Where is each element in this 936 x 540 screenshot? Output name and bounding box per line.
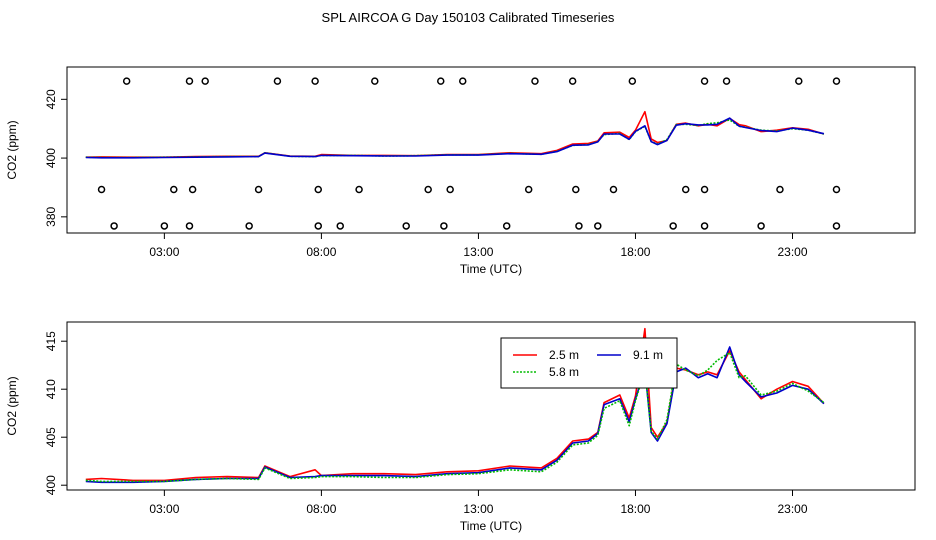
series-line-9-1-m (85, 346, 825, 484)
sample-marker (700, 185, 709, 194)
chart-title: SPL AIRCOA G Day 150103 Calibrated Times… (322, 10, 615, 25)
y-tick-label: 410 (44, 379, 58, 399)
x-tick-label: 18:00 (620, 245, 650, 259)
top-panel: 03:00 08:00 13:00 18:00 23:00 380 400 420 Time (… (5, 66, 916, 276)
legend: 2.5 m 9.1 m 5.8 m (500, 337, 678, 389)
sample-marker (776, 185, 784, 194)
bottom-panel: 03:00 08:00 13:00 18:00 23:00 400 405 410 415 Tim… (5, 321, 916, 533)
x-tick-label: 23:00 (777, 502, 807, 516)
legend-label: 5.8 m (549, 365, 579, 379)
sample-marker (110, 222, 118, 230)
plot-frame (66, 321, 916, 491)
sample-marker (355, 185, 363, 194)
y-tick-label: 400 (44, 475, 58, 495)
y-tick-label: 405 (44, 427, 58, 447)
sample-marker (122, 77, 131, 85)
sample-marker (832, 185, 841, 194)
sample-marker (440, 222, 448, 230)
sample-marker (170, 185, 178, 194)
x-tick-label: 03:00 (149, 245, 179, 259)
sample-marker (832, 77, 841, 85)
sample-marker (832, 222, 841, 230)
sample-marker (575, 222, 583, 230)
sample-marker (245, 222, 253, 230)
x-tick-label: 23:00 (777, 245, 807, 259)
sample-marker (572, 185, 580, 194)
y-tick-label: 415 (44, 331, 58, 351)
sample-marker (273, 77, 282, 85)
sample-marker (314, 222, 323, 230)
sample-marker (628, 77, 637, 85)
sample-marker (700, 77, 709, 85)
y-tick-label: 420 (44, 89, 58, 109)
sample-marker (594, 222, 602, 230)
sample-marker (436, 77, 445, 85)
x-axis-label: Time (UTC) (460, 262, 522, 276)
x-tick-label: 18:00 (620, 502, 650, 516)
sample-marker (160, 222, 169, 230)
sample-marker (609, 185, 618, 194)
sample-marker (458, 77, 467, 85)
sample-marker (201, 77, 209, 85)
x-tick-label: 13:00 (463, 245, 493, 259)
sample-marker (424, 185, 432, 194)
sample-marker (188, 185, 197, 194)
sample-marker (568, 77, 577, 85)
y-axis-label: CO2 (ppm) (5, 120, 19, 179)
sample-marker (336, 222, 344, 230)
series-line-2-5-m (85, 110, 825, 158)
x-axis-label: Time (UTC) (460, 519, 522, 533)
sample-marker (722, 77, 731, 85)
sample-marker (502, 222, 511, 230)
legend-label: 2.5 m (549, 348, 579, 362)
x-tick-label: 08:00 (306, 245, 336, 259)
x-tick-label: 13:00 (463, 502, 493, 516)
sample-marker (524, 185, 533, 194)
series-line-9-1-m (85, 117, 825, 159)
y-tick-label: 400 (44, 148, 58, 168)
sample-marker (185, 222, 194, 230)
y-tick-label: 380 (44, 207, 58, 227)
sample-marker (669, 222, 677, 230)
sample-marker (795, 77, 803, 85)
sample-marker (757, 222, 765, 230)
x-tick-label: 03:00 (149, 502, 179, 516)
sample-marker (185, 77, 194, 85)
sample-marker (254, 185, 263, 194)
plot-frame (66, 66, 916, 234)
sample-marker (314, 185, 323, 194)
legend-box (500, 337, 678, 389)
sample-marker (446, 185, 454, 194)
sample-marker (700, 222, 709, 230)
sample-marker (402, 222, 410, 230)
x-tick-label: 08:00 (306, 502, 336, 516)
series-line-2-5-m (85, 327, 825, 482)
y-axis-label: CO2 (ppm) (5, 376, 19, 435)
sample-marker (531, 77, 539, 85)
series-line-5-8-m (85, 351, 825, 483)
legend-label: 9.1 m (633, 348, 663, 362)
sample-marker (681, 185, 690, 194)
sample-marker (371, 77, 379, 85)
sample-marker (311, 77, 319, 85)
sample-marker (97, 185, 106, 194)
